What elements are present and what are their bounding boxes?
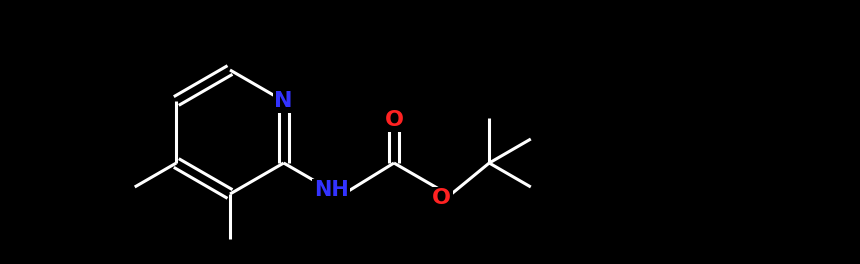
Text: NH: NH xyxy=(314,181,348,200)
Text: O: O xyxy=(384,110,403,130)
Text: N: N xyxy=(274,91,293,111)
Text: O: O xyxy=(432,188,452,209)
